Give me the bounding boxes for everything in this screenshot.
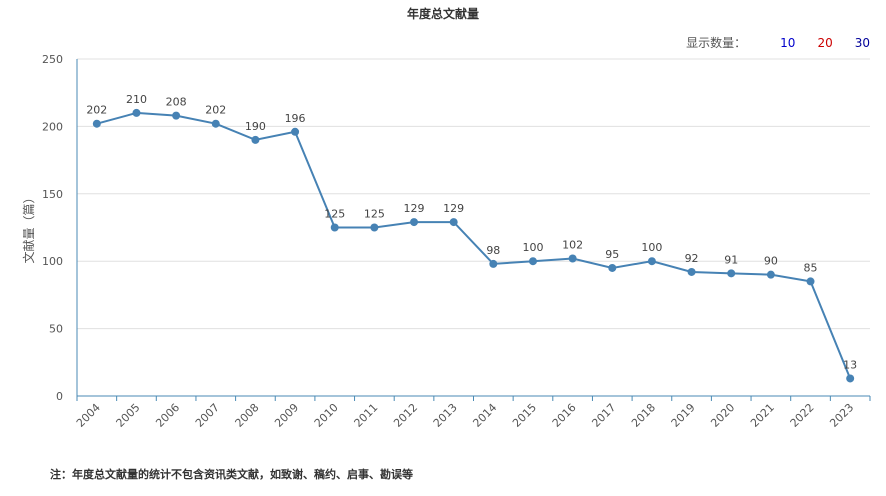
x-tick-label: 2016 xyxy=(550,401,579,430)
x-tick-label: 2018 xyxy=(629,401,658,430)
x-tick-label: 2019 xyxy=(669,401,698,430)
chart-title: 年度总文献量 xyxy=(406,7,479,21)
y-tick-label: 50 xyxy=(49,323,63,336)
display-count-selector: 显示数量： 10 20 30 xyxy=(686,34,870,51)
x-tick-label: 2012 xyxy=(391,401,420,430)
data-label: 90 xyxy=(764,255,778,268)
data-point xyxy=(647,257,656,266)
x-tick-label: 2023 xyxy=(827,401,856,430)
data-label: 202 xyxy=(205,104,226,117)
data-point xyxy=(291,127,300,136)
data-label: 129 xyxy=(443,202,464,215)
data-point xyxy=(806,277,815,286)
footnote: 注：年度总文献量的统计不包含资讯类文献，如致谢、稿约、启事、勘误等 xyxy=(50,468,413,481)
x-tick-label: 2021 xyxy=(748,401,777,430)
data-point xyxy=(766,270,775,279)
data-point xyxy=(370,223,379,232)
data-label: 85 xyxy=(804,261,818,274)
x-tick-label: 2020 xyxy=(708,401,737,430)
data-point xyxy=(528,257,537,266)
y-tick-label: 200 xyxy=(42,120,63,133)
data-label: 202 xyxy=(86,104,107,117)
display-count-20-button[interactable]: 20 xyxy=(817,35,833,50)
data-point xyxy=(608,263,617,272)
x-tick-label: 2004 xyxy=(74,401,103,430)
data-label: 190 xyxy=(245,120,266,133)
data-label: 102 xyxy=(562,239,583,252)
y-tick-label: 150 xyxy=(42,188,63,201)
data-label: 100 xyxy=(641,241,662,254)
x-tick-label: 2008 xyxy=(233,401,262,430)
data-label: 91 xyxy=(724,253,738,266)
y-axis-title: 文献量（篇） xyxy=(21,191,36,263)
x-tick-label: 2006 xyxy=(153,401,182,430)
data-point xyxy=(727,269,736,278)
data-label: 95 xyxy=(605,248,619,261)
y-tick-label: 100 xyxy=(42,255,63,268)
x-tick-label: 2011 xyxy=(352,401,381,430)
x-tick-label: 2010 xyxy=(312,401,341,430)
data-point xyxy=(132,108,141,117)
data-label: 92 xyxy=(685,252,699,265)
data-point xyxy=(687,267,696,276)
data-point xyxy=(251,135,260,144)
x-tick-label: 2013 xyxy=(431,401,460,430)
data-label: 125 xyxy=(364,208,385,221)
data-point xyxy=(846,374,855,383)
display-count-30-button[interactable]: 30 xyxy=(854,35,870,50)
x-tick-label: 2017 xyxy=(589,401,618,430)
x-tick-label: 2015 xyxy=(510,401,539,430)
data-label: 98 xyxy=(486,244,500,257)
data-label: 125 xyxy=(324,208,345,221)
data-point xyxy=(330,223,339,232)
y-tick-label: 0 xyxy=(56,390,63,403)
display-count-10-button[interactable]: 10 xyxy=(780,35,796,50)
data-label: 208 xyxy=(166,96,187,109)
data-point xyxy=(410,218,419,227)
data-point xyxy=(92,119,101,128)
y-tick-label: 250 xyxy=(42,53,63,66)
data-label: 100 xyxy=(522,241,543,254)
data-label: 196 xyxy=(285,112,306,125)
data-point xyxy=(211,119,220,128)
data-label: 210 xyxy=(126,93,147,106)
x-tick-label: 2014 xyxy=(470,401,499,430)
data-point xyxy=(568,254,577,263)
x-tick-label: 2009 xyxy=(272,401,301,430)
data-point xyxy=(172,111,181,120)
x-tick-label: 2007 xyxy=(193,401,222,430)
data-label: 129 xyxy=(404,202,425,215)
x-tick-label: 2022 xyxy=(788,401,817,430)
data-point xyxy=(449,218,458,227)
data-label: 13 xyxy=(843,358,857,371)
display-count-label: 显示数量： xyxy=(686,36,747,50)
data-point xyxy=(489,259,498,268)
x-tick-label: 2005 xyxy=(114,401,143,430)
series-line xyxy=(96,111,852,379)
